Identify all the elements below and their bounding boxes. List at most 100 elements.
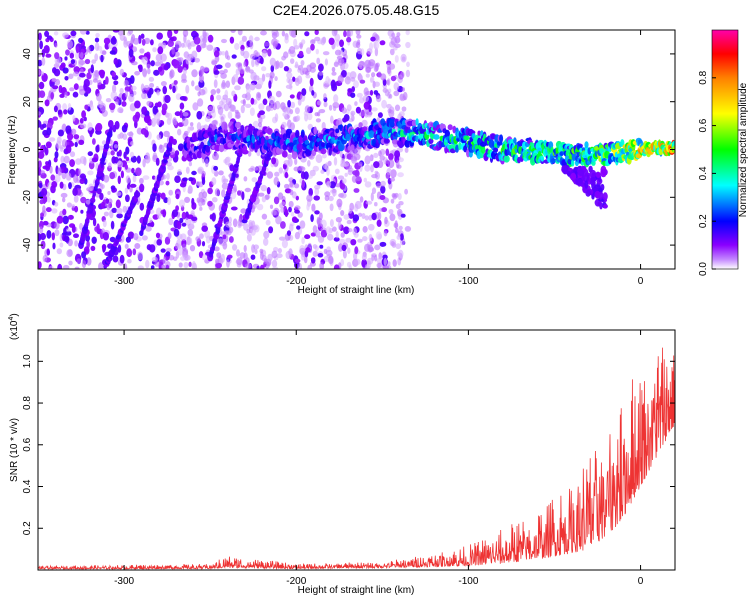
noise-cell — [216, 88, 221, 94]
noise-cell — [69, 142, 75, 147]
noise-cell — [60, 155, 65, 164]
noise-cell — [335, 217, 342, 223]
noise-cell — [80, 52, 84, 59]
noise-cell — [125, 194, 130, 203]
noise-cell — [250, 97, 255, 105]
noise-cell — [343, 214, 350, 220]
noise-cell — [249, 107, 255, 116]
noise-cell — [139, 202, 145, 211]
noise-cell — [341, 178, 347, 184]
noise-cell — [353, 258, 361, 266]
noise-cell — [381, 99, 387, 109]
noise-cell — [213, 165, 219, 171]
noise-cell — [59, 146, 64, 152]
noise-cell — [364, 215, 369, 221]
noise-cell — [307, 112, 313, 121]
noise-cell — [290, 101, 296, 109]
noise-cell — [371, 187, 377, 194]
noise-cell — [59, 233, 63, 242]
noise-cell — [379, 241, 387, 247]
noise-cell — [145, 225, 152, 232]
noise-cell — [405, 69, 411, 78]
noise-cell — [185, 166, 190, 174]
noise-cell — [397, 172, 404, 178]
noise-cell — [319, 244, 324, 249]
noise-cell — [124, 164, 128, 170]
noise-cell — [46, 230, 52, 239]
noise-cell — [162, 209, 167, 218]
noise-cell — [368, 104, 372, 113]
noise-cell — [108, 120, 114, 128]
ridge-cell — [320, 148, 327, 155]
ridge-cell — [282, 150, 288, 158]
ridge-cell — [584, 141, 589, 149]
noise-cell — [54, 151, 59, 159]
noise-cell — [191, 216, 198, 222]
noise-cell — [157, 66, 163, 72]
noise-cell — [275, 90, 282, 98]
noise-cell — [389, 177, 396, 182]
noise-cell — [125, 156, 130, 162]
noise-cell — [210, 89, 217, 95]
noise-cell — [221, 189, 226, 198]
noise-cell — [124, 243, 129, 249]
noise-cell — [323, 93, 327, 100]
noise-cell — [393, 90, 400, 97]
noise-cell — [123, 79, 129, 87]
tail-cell — [595, 171, 601, 178]
ridge-cell — [455, 144, 459, 153]
noise-cell — [368, 223, 375, 231]
noise-cell — [66, 228, 71, 233]
noise-cell — [204, 116, 211, 123]
noise-cell — [404, 188, 408, 195]
noise-cell — [139, 177, 144, 185]
noise-cell — [168, 217, 174, 226]
noise-cell — [312, 250, 318, 257]
noise-cell — [289, 122, 295, 131]
noise-cell — [361, 119, 368, 127]
noise-cell — [65, 125, 72, 134]
noise-cell — [38, 233, 42, 242]
ridge-cell — [499, 134, 504, 143]
noise-cell — [74, 240, 78, 247]
noise-cell — [337, 75, 344, 84]
noise-cell — [239, 252, 246, 259]
noise-cell — [45, 53, 52, 58]
noise-cell — [288, 206, 292, 213]
noise-cell — [355, 106, 361, 114]
noise-cell — [256, 203, 264, 211]
noise-cell — [39, 232, 47, 241]
noise-cell — [351, 86, 356, 93]
noise-cell — [326, 167, 330, 176]
noise-cell — [187, 42, 192, 50]
noise-cell — [79, 117, 84, 124]
noise-cell — [355, 30, 361, 36]
noise-cell — [167, 39, 174, 48]
noise-cell — [258, 103, 265, 111]
noise-cell — [315, 229, 321, 238]
noise-cell — [371, 107, 378, 112]
noise-cell — [143, 84, 150, 91]
noise-cell — [248, 167, 254, 172]
bottom-x-tick-label: 0 — [638, 576, 644, 587]
noise-cell — [304, 234, 311, 240]
noise-cell — [253, 224, 260, 233]
noise-cell — [309, 169, 316, 177]
noise-cell — [188, 261, 192, 267]
noise-cell — [401, 56, 406, 61]
noise-cell — [72, 115, 76, 122]
noise-cell — [102, 219, 107, 228]
ridge-cell — [295, 129, 300, 138]
noise-cell — [243, 176, 248, 182]
bottom-y-tick-label: 0.4 — [22, 479, 33, 493]
noise-cell — [173, 228, 180, 237]
noise-cell — [367, 155, 372, 161]
noise-cell — [343, 30, 347, 38]
ridge-cell — [240, 125, 245, 133]
noise-cell — [295, 195, 299, 201]
noise-cell — [373, 161, 380, 169]
noise-cell — [152, 105, 158, 115]
noise-cell — [90, 245, 96, 251]
noise-cell — [152, 175, 156, 180]
noise-cell — [191, 69, 198, 78]
